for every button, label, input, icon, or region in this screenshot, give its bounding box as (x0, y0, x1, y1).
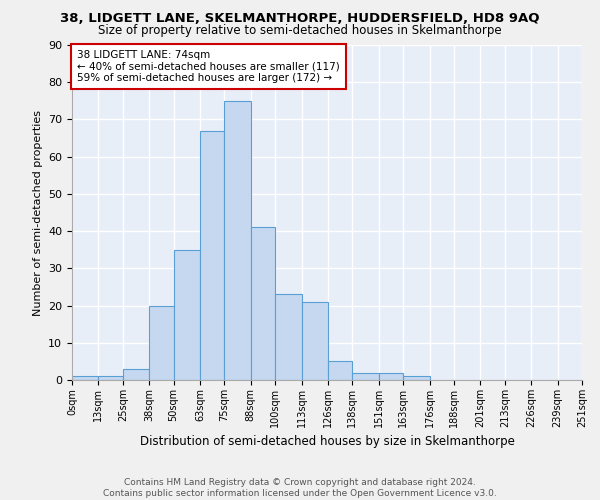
Bar (379, 372, 403, 380)
Text: Size of property relative to semi-detached houses in Skelmanthorpe: Size of property relative to semi-detach… (98, 24, 502, 37)
Bar (328, 362, 352, 380)
Bar (352, 372, 379, 380)
Bar (224, 101, 251, 380)
Bar (302, 302, 328, 380)
Y-axis label: Number of semi-detached properties: Number of semi-detached properties (32, 110, 43, 316)
Bar (403, 376, 430, 380)
Bar (275, 294, 302, 380)
Text: Contains HM Land Registry data © Crown copyright and database right 2024.
Contai: Contains HM Land Registry data © Crown c… (103, 478, 497, 498)
Bar (98, 376, 123, 380)
X-axis label: Distribution of semi-detached houses by size in Skelmanthorpe: Distribution of semi-detached houses by … (140, 436, 514, 448)
Bar (149, 306, 173, 380)
Text: 38 LIDGETT LANE: 74sqm
← 40% of semi-detached houses are smaller (117)
59% of se: 38 LIDGETT LANE: 74sqm ← 40% of semi-det… (77, 50, 340, 83)
Bar (72, 376, 98, 380)
Bar (200, 130, 224, 380)
Bar (123, 369, 149, 380)
Bar (251, 228, 275, 380)
Text: 38, LIDGETT LANE, SKELMANTHORPE, HUDDERSFIELD, HD8 9AQ: 38, LIDGETT LANE, SKELMANTHORPE, HUDDERS… (60, 12, 540, 26)
Bar (173, 250, 200, 380)
